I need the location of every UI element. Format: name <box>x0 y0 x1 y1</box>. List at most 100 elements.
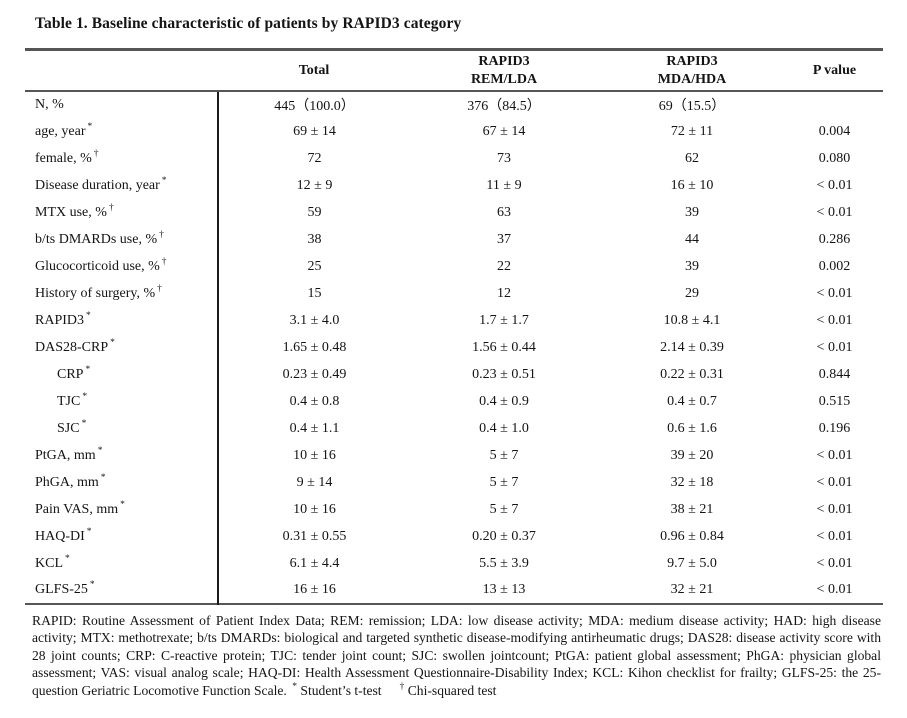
cell-rem-lda: 1.56 ± 0.44 <box>472 339 536 355</box>
cell-mda-hda: 32 ± 18 <box>670 474 714 490</box>
cell-mda-hda: 29 <box>685 285 699 301</box>
row-label: b/ts DMARDs use, % † <box>25 226 219 253</box>
cell-rem-lda: 22 <box>497 258 511 274</box>
cell-p-value <box>786 91 883 118</box>
table-row: KCL * 6.1 ± 4.4 5.5 ± 3.9 9.7 ± 5.0 < 0.01 <box>25 550 883 577</box>
cell-rem-lda: 67 ± 14 <box>482 123 526 139</box>
cell-p-value: < 0.01 <box>816 177 853 193</box>
row-label-marker: * <box>161 175 167 186</box>
cell-rem-lda: 1.7 ± 1.7 <box>479 312 529 328</box>
cell-rem-lda: 5 ± 7 <box>489 501 519 517</box>
row-label: CRP * <box>25 361 219 388</box>
header-row: Total RAPID3 REM/LDA RAPID3 MDA/HDA P valu… <box>25 49 883 92</box>
row-label-marker: † <box>93 148 99 159</box>
cell-mda-hda: 39 ± 20 <box>670 447 714 463</box>
table-row: Glucocorticoid use, % † 25 22 39 0.002 <box>25 253 883 280</box>
table-row: GLFS-25 * 16 ± 16 13 ± 13 32 ± 21 < 0.01 <box>25 577 883 604</box>
cell-rem-lda: 0.4 ± 1.0 <box>479 420 529 436</box>
table-row: Pain VAS, mm * 10 ± 16 5 ± 7 38 ± 21 < 0.01 <box>25 496 883 523</box>
footnote-asterisk-marker: * <box>292 682 297 693</box>
table-row: MTX use, % † 59 63 39 < 0.01 <box>25 199 883 226</box>
row-label-marker: † <box>159 229 164 240</box>
table-row: b/ts DMARDs use, % † 38 37 44 0.286 <box>25 226 883 253</box>
cell-rem-lda: 5 ± 7 <box>489 474 519 490</box>
table-title: Table 1. Baseline characteristic of pati… <box>35 15 462 32</box>
cell-p-value: 0.002 <box>818 258 851 274</box>
cell-mda-hda: 0.4 ± 0.7 <box>667 393 717 409</box>
cell-rem-lda: 63 <box>497 204 511 220</box>
table-row: DAS28-CRP * 1.65 ± 0.48 1.56 ± 0.44 2.14 ± 0… <box>25 334 883 361</box>
row-label-marker: * <box>82 391 88 402</box>
cell-p-value: 0.080 <box>818 150 851 166</box>
row-label-marker: † <box>157 283 162 294</box>
row-label: KCL * <box>25 550 219 577</box>
cell-rem-lda: 5 ± 7 <box>489 447 519 463</box>
cell-p-value: < 0.01 <box>816 474 853 490</box>
footnote-dagger-marker: † <box>399 682 405 693</box>
cell-total: 12 ± 9 <box>296 177 333 193</box>
table-header: Total RAPID3 REM/LDA RAPID3 MDA/HDA P valu… <box>25 49 883 92</box>
footnote-students-t-test: Student’s t-test <box>300 682 382 698</box>
row-label-marker: * <box>86 310 91 321</box>
cell-p-value: < 0.01 <box>816 501 853 517</box>
table-row: HAQ-DI * 0.31 ± 0.55 0.20 ± 0.37 0.96 ± 0.84… <box>25 523 883 550</box>
table-row: Disease duration, year * 12 ± 9 11 ± 9 16 ± … <box>25 172 883 199</box>
cell-rem-lda: 11 ± 9 <box>486 177 522 193</box>
cell-total: 0.23 ± 0.49 <box>282 366 347 382</box>
row-label-marker: * <box>87 121 93 132</box>
row-label: RAPID3 * <box>25 307 219 334</box>
cell-total: 9 ± 14 <box>296 474 333 490</box>
cell-mda-hda: 72 ± 11 <box>670 123 714 139</box>
cell-total: 1.65 ± 0.48 <box>282 339 347 355</box>
cell-mda-hda: 10.8 ± 4.1 <box>663 312 721 328</box>
cell-p-value: < 0.01 <box>816 528 853 544</box>
cell-total: 0.4 ± 1.1 <box>289 420 340 436</box>
table-row: SJC * 0.4 ± 1.1 0.4 ± 1.0 0.6 ± 1.6 0.196 <box>25 415 883 442</box>
cell-total: 445（100.0） <box>274 99 355 114</box>
cell-mda-hda: 2.14 ± 0.39 <box>660 339 724 355</box>
cell-total: 0.4 ± 0.8 <box>289 393 340 409</box>
cell-mda-hda: 69（15.5） <box>658 99 726 114</box>
cell-rem-lda: 13 ± 13 <box>482 582 526 597</box>
row-label: age, year * <box>25 118 219 145</box>
cell-total: 10 ± 16 <box>293 447 336 463</box>
table-row: female, % † 72 73 62 0.080 <box>25 145 883 172</box>
cell-p-value: < 0.01 <box>816 312 853 328</box>
row-label: TJC * <box>25 388 219 415</box>
table-row: RAPID3 * 3.1 ± 4.0 1.7 ± 1.7 10.8 ± 4.1 < 0.0… <box>25 307 883 334</box>
cell-p-value: 0.844 <box>818 366 851 382</box>
table-row: TJC * 0.4 ± 0.8 0.4 ± 0.9 0.4 ± 0.7 0.515 <box>25 388 883 415</box>
cell-total: 38 <box>307 231 322 247</box>
header-rapid3-mda-hda: RAPID3 MDA/HDA <box>598 49 786 92</box>
cell-p-value: < 0.01 <box>816 339 853 355</box>
cell-total: 69 ± 14 <box>293 123 336 139</box>
cell-rem-lda: 0.4 ± 0.9 <box>479 393 529 409</box>
cell-mda-hda: 62 <box>685 150 699 166</box>
cell-total: 10 ± 16 <box>293 501 336 517</box>
cell-p-value: < 0.01 <box>816 582 853 597</box>
footnote-abbreviations: RAPID: Routine Assessment of Patient Ind… <box>32 613 881 698</box>
row-label: PtGA, mm * <box>25 442 219 469</box>
cell-rem-lda: 0.20 ± 0.37 <box>472 528 536 544</box>
row-label: MTX use, % † <box>25 199 219 226</box>
cell-rem-lda: 73 <box>497 150 511 166</box>
row-label-marker: * <box>120 499 125 510</box>
row-label-marker: * <box>86 526 92 537</box>
row-label-marker: * <box>85 364 91 375</box>
row-label: Pain VAS, mm * <box>25 496 219 523</box>
cell-total: 25 <box>307 258 322 274</box>
table-body: N, % 445（100.0） 376（84.5） 69（15.5） age, year… <box>25 91 883 604</box>
cell-mda-hda: 0.22 ± 0.31 <box>660 366 724 382</box>
cell-mda-hda: 0.6 ± 1.6 <box>667 420 717 436</box>
cell-p-value: < 0.01 <box>816 447 853 463</box>
table-row: age, year * 69 ± 14 67 ± 14 72 ± 11 0.004 <box>25 118 883 145</box>
row-label-marker: * <box>97 445 103 456</box>
cell-rem-lda: 0.23 ± 0.51 <box>472 366 536 382</box>
cell-total: 72 <box>307 150 322 166</box>
table-row: History of surgery, % † 15 12 29 < 0.01 <box>25 280 883 307</box>
cell-mda-hda: 16 ± 10 <box>670 177 714 193</box>
cell-mda-hda: 0.96 ± 0.84 <box>660 528 724 544</box>
row-label: PhGA, mm * <box>25 469 219 496</box>
cell-p-value: < 0.01 <box>816 555 853 571</box>
